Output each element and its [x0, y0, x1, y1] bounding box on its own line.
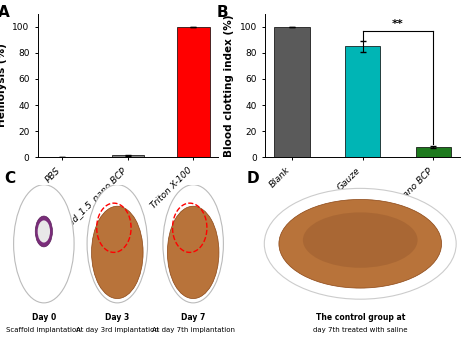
Ellipse shape	[91, 206, 143, 299]
Text: A: A	[0, 5, 10, 20]
Text: Day 0: Day 0	[32, 313, 56, 322]
Text: At day 3rd implantation: At day 3rd implantation	[76, 328, 159, 333]
Ellipse shape	[14, 185, 74, 303]
Ellipse shape	[35, 216, 53, 247]
Bar	[177, 27, 210, 157]
Text: At day 7th implantation: At day 7th implantation	[152, 328, 235, 333]
Ellipse shape	[303, 212, 418, 268]
Ellipse shape	[264, 188, 456, 299]
Bar	[274, 27, 310, 157]
Text: C: C	[5, 171, 16, 186]
Ellipse shape	[87, 185, 147, 303]
Ellipse shape	[279, 199, 442, 288]
Text: day 7th treated with saline: day 7th treated with saline	[313, 328, 408, 333]
Y-axis label: Blood clotting index (%): Blood clotting index (%)	[224, 14, 234, 157]
Text: Day 7: Day 7	[181, 313, 205, 322]
Text: Scaffold implantation: Scaffold implantation	[7, 328, 81, 333]
Ellipse shape	[163, 185, 223, 303]
Y-axis label: Hemolysis (%): Hemolysis (%)	[0, 43, 7, 128]
Text: The control group at: The control group at	[316, 313, 405, 322]
Bar	[111, 155, 145, 157]
Text: D: D	[246, 171, 259, 186]
Text: B: B	[217, 5, 228, 20]
Ellipse shape	[37, 220, 50, 242]
Bar	[345, 46, 380, 157]
Text: **: **	[392, 19, 404, 29]
Bar	[416, 147, 451, 157]
Ellipse shape	[167, 206, 219, 299]
Text: Day 3: Day 3	[105, 313, 129, 322]
